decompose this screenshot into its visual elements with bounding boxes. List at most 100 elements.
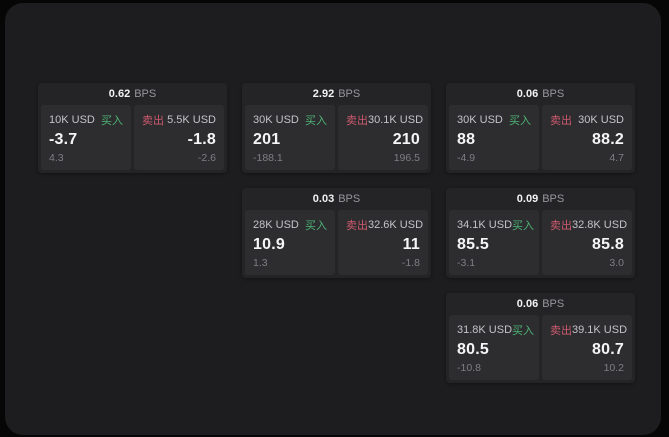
buy-side-label: 买入	[305, 115, 327, 127]
buy-size: 30K USD	[457, 114, 503, 126]
sell-quote-tile[interactable]: 卖出 32.8K USD 85.8 3.0	[542, 210, 632, 275]
buy-tile-top-row: 30K USD 买入	[457, 112, 531, 128]
sell-tile-top-row: 卖出 32.6K USD	[346, 217, 424, 233]
spread-unit-label: BPS	[542, 298, 565, 310]
sell-price: 80.7	[592, 341, 624, 358]
buy-size: 34.1K USD	[457, 219, 513, 231]
quote-card: 2.92 BPS 30K USD 买入 201 -188.1 卖出 30.1K …	[242, 83, 431, 173]
spread-value: 0.06	[516, 298, 539, 310]
spread-unit-label: BPS	[134, 88, 157, 100]
spread-value: 0.06	[516, 88, 539, 100]
spread-unit-label: BPS	[338, 193, 361, 205]
sell-price: 88.2	[592, 131, 624, 148]
spread-header: 0.06 BPS	[446, 293, 635, 315]
sell-side-label: 卖出	[142, 115, 164, 127]
spread-value: 0.62	[108, 88, 131, 100]
spread-unit-label: BPS	[542, 193, 565, 205]
buy-price: 201	[253, 131, 281, 148]
buy-quote-tile[interactable]: 28K USD 买入 10.9 1.3	[245, 210, 335, 275]
buy-delta: 1.3	[253, 257, 268, 269]
spread-unit-label: BPS	[542, 88, 565, 100]
sell-price: 11	[402, 236, 420, 253]
buy-quote-tile[interactable]: 30K USD 买入 201 -188.1	[245, 105, 335, 170]
buy-delta: 4.3	[49, 152, 64, 164]
buy-delta: -188.1	[253, 152, 283, 164]
sell-size: 30K USD	[578, 114, 624, 126]
spread-value: 2.92	[312, 88, 335, 100]
quote-panels: 30K USD 买入 88 -4.9 卖出 30K USD 88.2 4.7	[446, 105, 635, 173]
sell-size: 30.1K USD	[368, 114, 424, 126]
buy-tile-top-row: 10K USD 买入	[49, 112, 123, 128]
buy-side-label: 买入	[512, 325, 535, 337]
sell-size: 5.5K USD	[167, 114, 216, 126]
sell-quote-tile[interactable]: 卖出 30K USD 88.2 4.7	[542, 105, 632, 170]
sell-side-label: 卖出	[346, 220, 368, 232]
buy-side-label: 买入	[101, 115, 123, 127]
quote-card: 0.09 BPS 34.1K USD 买入 85.5 -3.1 卖出 32.8K…	[446, 188, 635, 278]
buy-price: 80.5	[457, 341, 489, 358]
sell-price: -1.8	[187, 131, 216, 148]
quote-card: 0.06 BPS 31.8K USD 买入 80.5 -10.8 卖出 39.1…	[446, 293, 635, 383]
sell-price: 210	[392, 131, 420, 148]
spread-value: 0.03	[312, 193, 335, 205]
spread-header: 0.09 BPS	[446, 188, 635, 210]
sell-quote-tile[interactable]: 卖出 32.6K USD 11 -1.8	[338, 210, 428, 275]
buy-tile-top-row: 31.8K USD 买入	[457, 322, 535, 338]
sell-delta: 196.5	[393, 152, 420, 164]
sell-side-label: 卖出	[550, 325, 572, 337]
sell-delta: 3.0	[609, 257, 624, 269]
quotes-grid: 0.62 BPS 10K USD 买入 -3.7 4.3 卖出 5.5K USD…	[38, 83, 635, 383]
sell-tile-top-row: 卖出 30K USD	[550, 112, 624, 128]
sell-delta: -2.6	[197, 152, 216, 164]
buy-size: 31.8K USD	[457, 324, 513, 336]
sell-tile-top-row: 卖出 32.8K USD	[550, 217, 628, 233]
buy-tile-top-row: 28K USD 买入	[253, 217, 327, 233]
buy-delta: -4.9	[457, 152, 476, 164]
quote-panels: 30K USD 买入 201 -188.1 卖出 30.1K USD 210 1…	[242, 105, 431, 173]
spread-header: 0.06 BPS	[446, 83, 635, 105]
sell-side-label: 卖出	[346, 115, 368, 127]
buy-size: 10K USD	[49, 114, 95, 126]
sell-quote-tile[interactable]: 卖出 30.1K USD 210 196.5	[338, 105, 428, 170]
spread-value: 0.09	[516, 193, 539, 205]
quote-panels: 34.1K USD 买入 85.5 -3.1 卖出 32.8K USD 85.8…	[446, 210, 635, 278]
buy-delta: -3.1	[457, 257, 476, 269]
buy-side-label: 买入	[512, 220, 535, 232]
buy-side-label: 买入	[509, 115, 531, 127]
sell-tile-top-row: 卖出 30.1K USD	[346, 112, 424, 128]
quote-card: 0.62 BPS 10K USD 买入 -3.7 4.3 卖出 5.5K USD…	[38, 83, 227, 173]
app-panel: 0.62 BPS 10K USD 买入 -3.7 4.3 卖出 5.5K USD…	[5, 3, 661, 435]
buy-delta: -10.8	[457, 362, 481, 374]
sell-tile-top-row: 卖出 39.1K USD	[550, 322, 628, 338]
buy-price: 88	[457, 131, 476, 148]
sell-size: 32.6K USD	[368, 219, 424, 231]
quote-panels: 28K USD 买入 10.9 1.3 卖出 32.6K USD 11 -1.8	[242, 210, 431, 278]
spread-header: 0.03 BPS	[242, 188, 431, 210]
sell-quote-tile[interactable]: 卖出 5.5K USD -1.8 -2.6	[134, 105, 224, 170]
buy-side-label: 买入	[305, 220, 327, 232]
sell-side-label: 卖出	[550, 220, 572, 232]
sell-size: 39.1K USD	[572, 324, 628, 336]
spread-header: 2.92 BPS	[242, 83, 431, 105]
quote-panels: 10K USD 买入 -3.7 4.3 卖出 5.5K USD -1.8 -2.…	[38, 105, 227, 173]
buy-price: -3.7	[49, 131, 78, 148]
sell-quote-tile[interactable]: 卖出 39.1K USD 80.7 10.2	[542, 315, 632, 380]
sell-delta: 4.7	[609, 152, 624, 164]
buy-tile-top-row: 30K USD 买入	[253, 112, 327, 128]
spread-header: 0.62 BPS	[38, 83, 227, 105]
buy-quote-tile[interactable]: 31.8K USD 买入 80.5 -10.8	[449, 315, 539, 380]
quote-card: 0.06 BPS 30K USD 买入 88 -4.9 卖出 30K USD 8…	[446, 83, 635, 173]
sell-size: 32.8K USD	[572, 219, 628, 231]
spread-unit-label: BPS	[338, 88, 361, 100]
sell-price: 85.8	[592, 236, 624, 253]
buy-price: 85.5	[457, 236, 489, 253]
buy-size: 30K USD	[253, 114, 299, 126]
buy-quote-tile[interactable]: 34.1K USD 买入 85.5 -3.1	[449, 210, 539, 275]
buy-quote-tile[interactable]: 10K USD 买入 -3.7 4.3	[41, 105, 131, 170]
quote-panels: 31.8K USD 买入 80.5 -10.8 卖出 39.1K USD 80.…	[446, 315, 635, 383]
sell-delta: 10.2	[603, 362, 624, 374]
quote-card: 0.03 BPS 28K USD 买入 10.9 1.3 卖出 32.6K US…	[242, 188, 431, 278]
sell-side-label: 卖出	[550, 115, 572, 127]
buy-tile-top-row: 34.1K USD 买入	[457, 217, 535, 233]
buy-quote-tile[interactable]: 30K USD 买入 88 -4.9	[449, 105, 539, 170]
